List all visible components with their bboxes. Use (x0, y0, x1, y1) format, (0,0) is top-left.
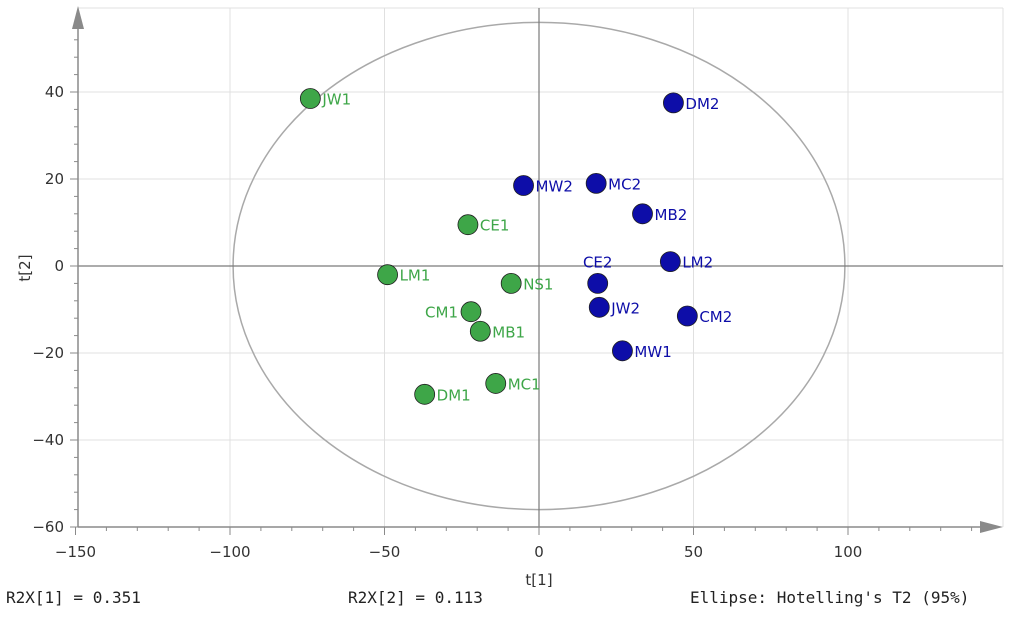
data-point: CM1 (425, 301, 482, 323)
data-point: MB1 (469, 320, 525, 342)
data-point: LM1 (377, 264, 431, 286)
point-label: JW1 (321, 91, 351, 109)
point-marker (500, 272, 522, 294)
y-axis-label: t[2] (16, 254, 34, 281)
data-point: MC2 (585, 172, 641, 194)
data-point: CE1 (457, 214, 510, 236)
y-tick-label: 40 (45, 83, 64, 101)
point-label: NS1 (523, 275, 553, 293)
point-marker (457, 214, 479, 236)
point-label: LM2 (682, 254, 713, 272)
point-label: CM1 (425, 304, 458, 322)
data-point: JW2 (588, 296, 640, 318)
point-marker (414, 383, 436, 405)
point-label: MC2 (608, 175, 641, 193)
y-tick-label: 20 (45, 170, 64, 188)
point-label: MB1 (492, 323, 525, 341)
data-point: MW1 (612, 340, 672, 362)
point-marker (485, 373, 507, 394)
point-marker (587, 272, 609, 294)
y-tick-label: 0 (54, 257, 64, 275)
point-label: CM2 (699, 308, 732, 326)
point-marker (659, 251, 681, 273)
data-points: JW1 CE1 LM1 NS1 CM1 MB1 DM1 MC1 DM2 MW2 MC2 MB2 LM2 C… (299, 88, 732, 405)
r2x1-label: R2X[1] = 0.351 (6, 588, 141, 607)
point-label: MW1 (634, 343, 671, 361)
x-tick-label: 100 (834, 543, 863, 561)
x-tick-label: −150 (55, 543, 96, 561)
point-marker (676, 305, 698, 327)
plot-area (78, 8, 1003, 527)
x-tick-label: −100 (209, 543, 250, 561)
data-point: LM2 (659, 251, 713, 273)
data-point: DM1 (414, 383, 471, 405)
point-marker (299, 88, 321, 109)
x-tick-label: 0 (534, 543, 544, 561)
point-marker (663, 92, 684, 114)
y-tick-label: −20 (32, 344, 64, 362)
point-marker (585, 172, 607, 194)
data-point: DM2 (663, 92, 719, 114)
point-label: MC1 (508, 375, 541, 393)
data-point: MB2 (632, 203, 688, 225)
point-label: DM2 (685, 95, 719, 113)
x-axis-arrow (980, 521, 1003, 533)
point-marker (460, 301, 482, 323)
data-point: MW2 (513, 175, 573, 196)
point-label: DM1 (437, 386, 471, 404)
data-point: CE2 (583, 253, 613, 294)
point-label: CE2 (583, 253, 613, 271)
tick-labels: −150 −100 −50 0 50 100 −60 −40 −20 0 20 40 (32, 83, 862, 561)
zero-lines (78, 8, 1003, 527)
point-marker (632, 203, 653, 225)
y-axis-arrow (72, 6, 84, 29)
point-marker (513, 175, 534, 196)
point-label: JW2 (610, 299, 640, 317)
y-tick-label: −60 (32, 518, 64, 536)
ellipse-note: Ellipse: Hotelling's T2 (95%) (690, 588, 970, 607)
x-axis-label: t[1] (525, 571, 552, 589)
point-label: MB2 (655, 206, 688, 224)
x-tick-label: −50 (369, 543, 401, 561)
data-point: NS1 (500, 272, 553, 294)
x-tick-label: 50 (684, 543, 703, 561)
point-label: LM1 (400, 267, 431, 285)
point-marker (612, 340, 633, 362)
point-marker (377, 264, 398, 286)
y-tick-label: −40 (32, 431, 64, 449)
point-label: CE1 (480, 217, 510, 235)
point-marker (469, 320, 491, 342)
point-label: MW2 (536, 178, 573, 196)
gridlines (78, 7, 1004, 527)
data-point: MC1 (485, 373, 541, 394)
data-point: CM2 (676, 305, 732, 327)
axes (70, 6, 1003, 535)
data-point: JW1 (299, 88, 351, 109)
r2x2-label: R2X[2] = 0.113 (348, 588, 483, 607)
point-marker (588, 296, 610, 318)
